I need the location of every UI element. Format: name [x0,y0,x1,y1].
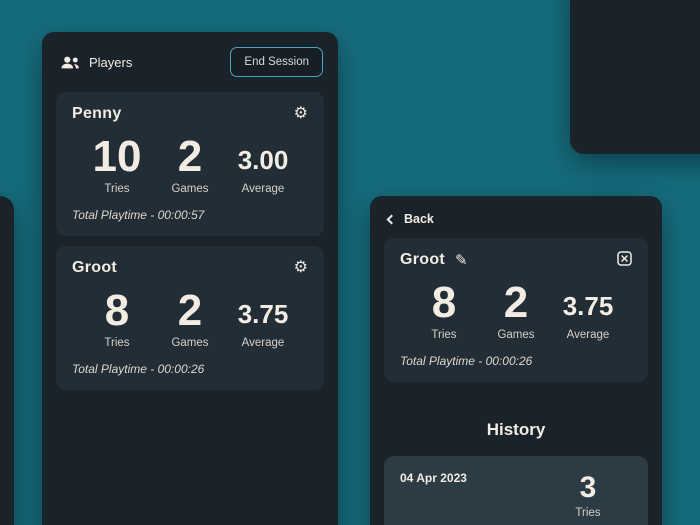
detail-name-group: Groot ✎ [400,251,468,269]
partial-panel-left [0,196,14,525]
average-value: 3.00 [237,145,289,176]
player-name: Groot [72,258,118,276]
games-stat: 2 Games [162,132,218,195]
games-value: 2 [177,132,203,181]
history-title: History [486,419,546,439]
player-card-head: Penny ⚙ [72,105,308,123]
player-detail-card: Groot ✎ 8 Tries 2 Games [384,238,648,382]
games-stat: 2 Games [162,285,218,349]
games-value: 2 [177,285,203,335]
average-label: Average [241,336,285,349]
average-label: Average [241,182,285,195]
games-stat: 2 Games [488,278,544,341]
player-card-penny[interactable]: Penny ⚙ 10 Tries 2 Games 3.00 Average To… [56,92,324,236]
back-label: Back [404,212,434,226]
games-label: Games [171,182,209,195]
detail-card-head: Groot ✎ [400,250,632,269]
tries-stat: 8 Tries [89,285,145,349]
players-header: Players End Session [42,32,338,92]
games-label: Games [171,336,209,349]
playtime-text: Total Playtime - 00:00:57 [72,207,205,222]
partial-panel-top-right [570,0,700,154]
tries-label: Tries [104,182,130,195]
average-stat: 3.75 Average [560,292,616,341]
tries-stat: 8 Tries [416,278,472,341]
player-stats: 8 Tries 2 Games 3.75 Average [72,285,308,349]
history-tries-value: 3 [579,470,597,504]
player-name: Groot [400,251,446,268]
players-panel: Players End Session Penny ⚙ 10 Tries 2 G… [42,32,338,525]
back-chevron-icon [386,214,397,225]
player-stats: 10 Tries 2 Games 3.00 Average [72,132,308,195]
average-stat: 3.00 Average [235,146,291,195]
playtime-text: Total Playtime - 00:00:26 [400,353,533,368]
player-stats: 8 Tries 2 Games 3.75 Average [400,278,632,341]
tries-value: 10 [92,132,142,181]
history-date: 04 Apr 2023 [400,470,467,485]
player-card-groot[interactable]: Groot ⚙ 8 Tries 2 Games 3.75 Average Tot… [56,245,324,390]
games-value: 2 [503,278,529,327]
settings-gear-icon[interactable]: ⚙ [293,105,308,122]
settings-gear-icon[interactable]: ⚙ [293,258,308,276]
tries-label: Tries [104,336,130,349]
average-label: Average [566,328,610,341]
end-session-button[interactable]: End Session [230,47,323,77]
tries-value: 8 [431,278,457,327]
tries-value: 8 [104,285,130,335]
player-name: Penny [72,105,122,122]
average-stat: 3.75 Average [235,300,291,349]
players-title: Players [89,54,133,70]
players-icon [60,55,80,70]
back-button[interactable]: Back [370,196,662,238]
player-detail-panel: Back Groot ✎ 8 Tries [370,196,662,525]
average-value: 3.75 [562,291,614,322]
tries-label: Tries [431,328,457,341]
history-entry[interactable]: 04 Apr 2023 3 Tries [384,455,648,525]
close-icon[interactable] [617,250,632,266]
average-value: 3.75 [237,299,289,329]
games-label: Games [497,328,535,341]
player-card-head: Groot ⚙ [72,259,308,277]
tries-stat: 10 Tries [89,132,145,195]
playtime-text: Total Playtime - 00:00:26 [72,361,205,376]
history-tries-label: Tries [575,507,601,520]
history-tries-stat: 3 Tries [566,470,610,520]
edit-pencil-icon[interactable]: ✎ [455,252,468,269]
players-title-group: Players [60,55,132,70]
